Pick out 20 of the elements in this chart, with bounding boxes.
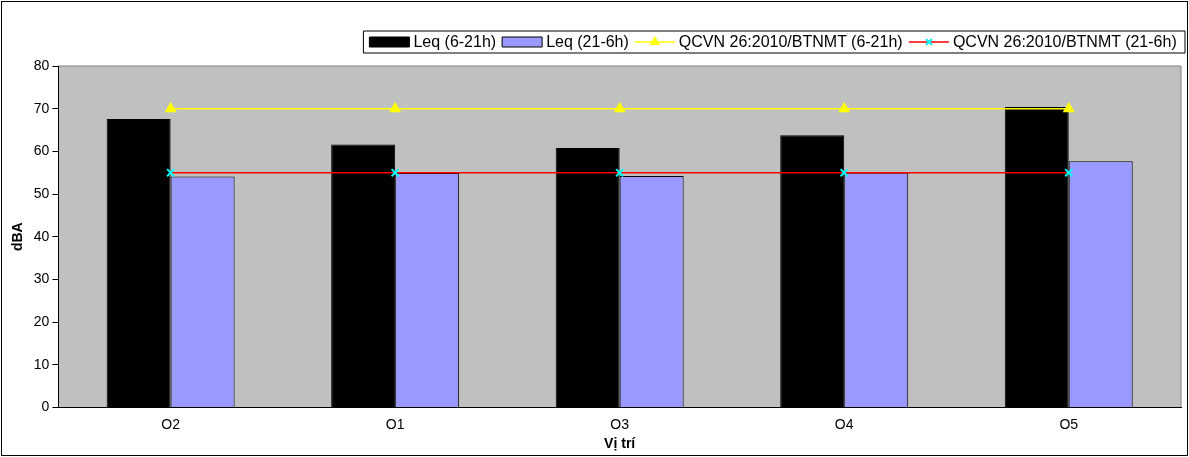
y-axis-title: dBA [9, 222, 26, 252]
x-tick-label: O4 [834, 415, 854, 432]
x-tick-label: O2 [161, 415, 181, 432]
x-tick-label: O3 [610, 415, 630, 432]
x-tick-label: O1 [385, 415, 405, 432]
y-tick-label: 80 [33, 56, 50, 73]
y-tick-label: 40 [33, 227, 50, 244]
y-tick-label: 10 [33, 355, 50, 372]
legend-label: Leq (6-21h) [413, 33, 497, 51]
y-tick-label: 60 [33, 142, 50, 159]
y-tick-label: 70 [33, 99, 50, 116]
legend-label: QCVN 26:2010/BTNMT (6-21h) [678, 33, 903, 51]
x-tick-label: O5 [1059, 415, 1079, 432]
x-axis-title: Vị trí [604, 435, 637, 452]
y-tick-label: 30 [33, 270, 50, 287]
y-tick-label: 0 [41, 398, 50, 415]
y-tick-label: 20 [33, 312, 50, 329]
y-tick-label: 50 [33, 184, 50, 201]
legend-label: Leq (21-6h) [546, 33, 629, 51]
legend-label: QCVN 26:2010/BTNMT (21-6h) [952, 33, 1177, 51]
